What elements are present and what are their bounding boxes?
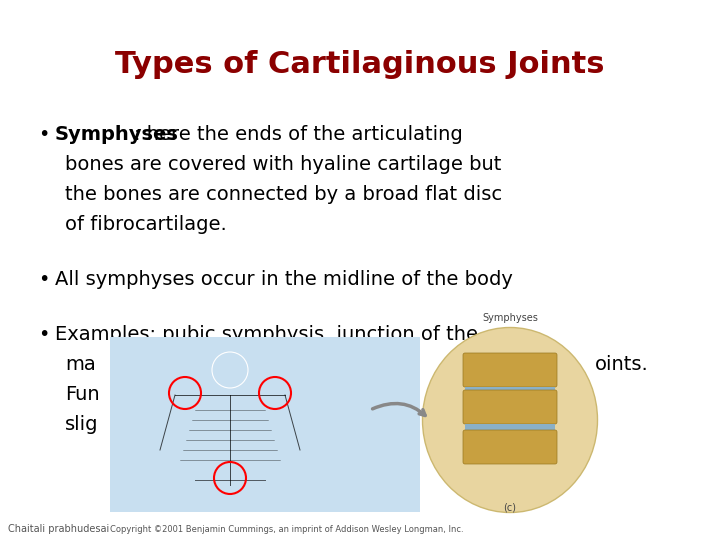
Text: •: • <box>38 325 50 344</box>
Text: slig: slig <box>65 415 99 434</box>
Text: (c): (c) <box>503 502 516 512</box>
Text: of fibrocartilage.: of fibrocartilage. <box>65 215 227 234</box>
Text: •: • <box>38 125 50 144</box>
Ellipse shape <box>423 327 598 512</box>
Text: Symphyses: Symphyses <box>55 125 179 144</box>
Text: Chaitali prabhudesai: Chaitali prabhudesai <box>8 524 109 534</box>
Text: the bones are connected by a broad flat disc: the bones are connected by a broad flat … <box>65 185 502 204</box>
Text: oints.: oints. <box>595 355 649 374</box>
Text: bones are covered with hyaline cartilage but: bones are covered with hyaline cartilage… <box>65 155 501 174</box>
FancyBboxPatch shape <box>465 424 555 434</box>
FancyBboxPatch shape <box>463 390 557 424</box>
Text: Copyright ©2001 Benjamin Cummings, an imprint of Addison Wesley Longman, Inc.: Copyright ©2001 Benjamin Cummings, an im… <box>110 525 464 534</box>
FancyBboxPatch shape <box>463 353 557 387</box>
Text: Types of Cartilaginous Joints: Types of Cartilaginous Joints <box>115 50 605 79</box>
FancyBboxPatch shape <box>463 430 557 464</box>
Text: Examples: pubic symphysis, junction of the: Examples: pubic symphysis, junction of t… <box>55 325 478 344</box>
FancyBboxPatch shape <box>465 387 555 397</box>
Text: : here the ends of the articulating: : here the ends of the articulating <box>134 125 463 144</box>
FancyBboxPatch shape <box>110 337 420 512</box>
Text: All symphyses occur in the midline of the body: All symphyses occur in the midline of th… <box>55 270 513 289</box>
Text: Symphyses: Symphyses <box>482 313 538 323</box>
Text: •: • <box>38 270 50 289</box>
Text: ma: ma <box>65 355 96 374</box>
Text: Fun: Fun <box>65 385 99 404</box>
